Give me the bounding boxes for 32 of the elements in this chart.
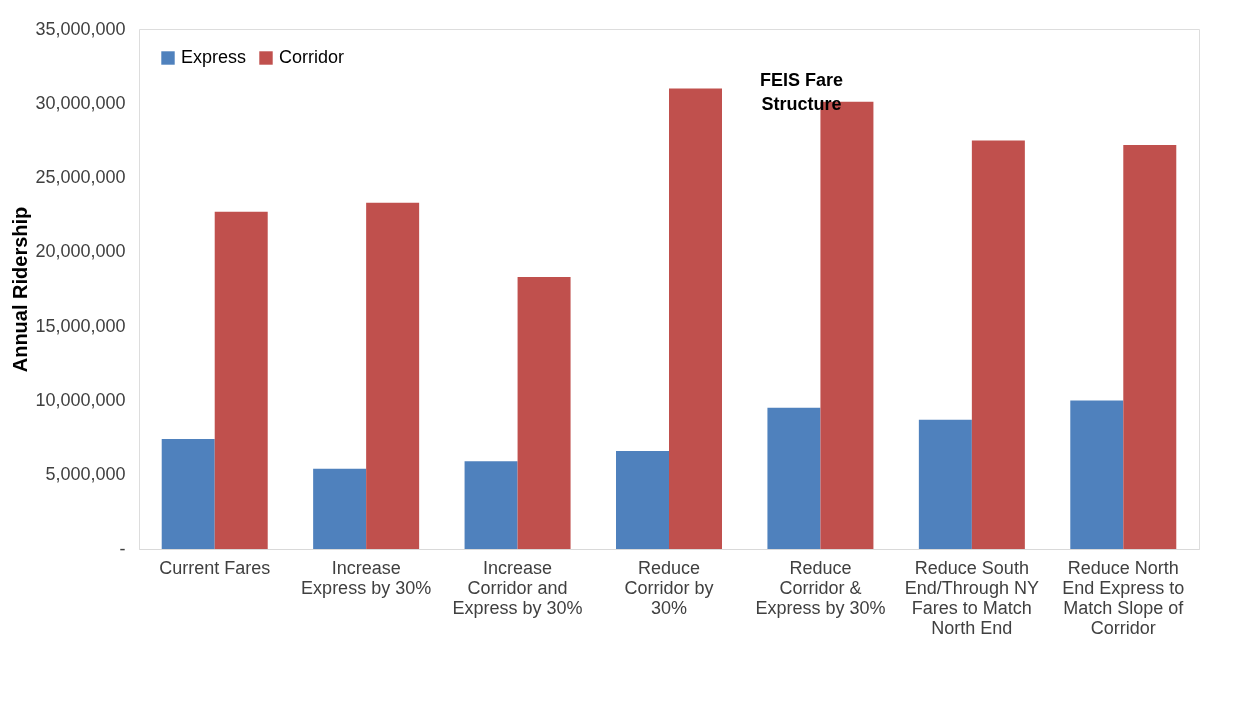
legend-label: Corridor <box>279 47 345 67</box>
x-tick-label: Increase Corridor and Express by 30% <box>452 557 583 618</box>
y-tick-label: 35,000,000 <box>35 18 126 39</box>
x-tick-label: Reduce Corridor by 30% <box>624 557 714 618</box>
bar <box>366 202 420 549</box>
y-tick-label: - <box>119 538 126 559</box>
bar <box>918 419 972 549</box>
bar <box>517 277 571 549</box>
x-tick-label: Current Fares <box>159 557 271 578</box>
bar <box>616 450 669 549</box>
annotation: FEIS Fare Structure <box>759 69 843 114</box>
y-tick-label: 25,000,000 <box>35 167 126 188</box>
x-tick-label: Reduce North End Express to Match Slope of Corridor <box>1062 557 1185 638</box>
bar <box>1070 400 1124 549</box>
y-tick-label: 10,000,000 <box>35 389 126 410</box>
bar <box>1123 144 1177 549</box>
bar <box>767 407 821 549</box>
y-tick-label: 30,000,000 <box>35 92 126 113</box>
x-tick-label: Reduce South End/Through NY Fares to Match North End <box>904 557 1039 638</box>
bar <box>669 88 722 549</box>
legend-label: Express <box>181 47 247 67</box>
bar <box>161 439 215 549</box>
bar <box>214 211 268 549</box>
x-tick-label: Reduce Corridor & Express by 30% <box>755 557 886 618</box>
bar <box>971 140 1025 549</box>
y-tick-label: 5,000,000 <box>45 464 126 485</box>
y-tick-label: 15,000,000 <box>35 315 126 336</box>
x-tick-label: Increase Express by 30% <box>301 557 432 598</box>
y-tick-label: 20,000,000 <box>35 241 126 262</box>
bar <box>313 468 367 549</box>
y-axis-title: Annual Ridership <box>9 206 32 373</box>
bar <box>464 461 518 549</box>
